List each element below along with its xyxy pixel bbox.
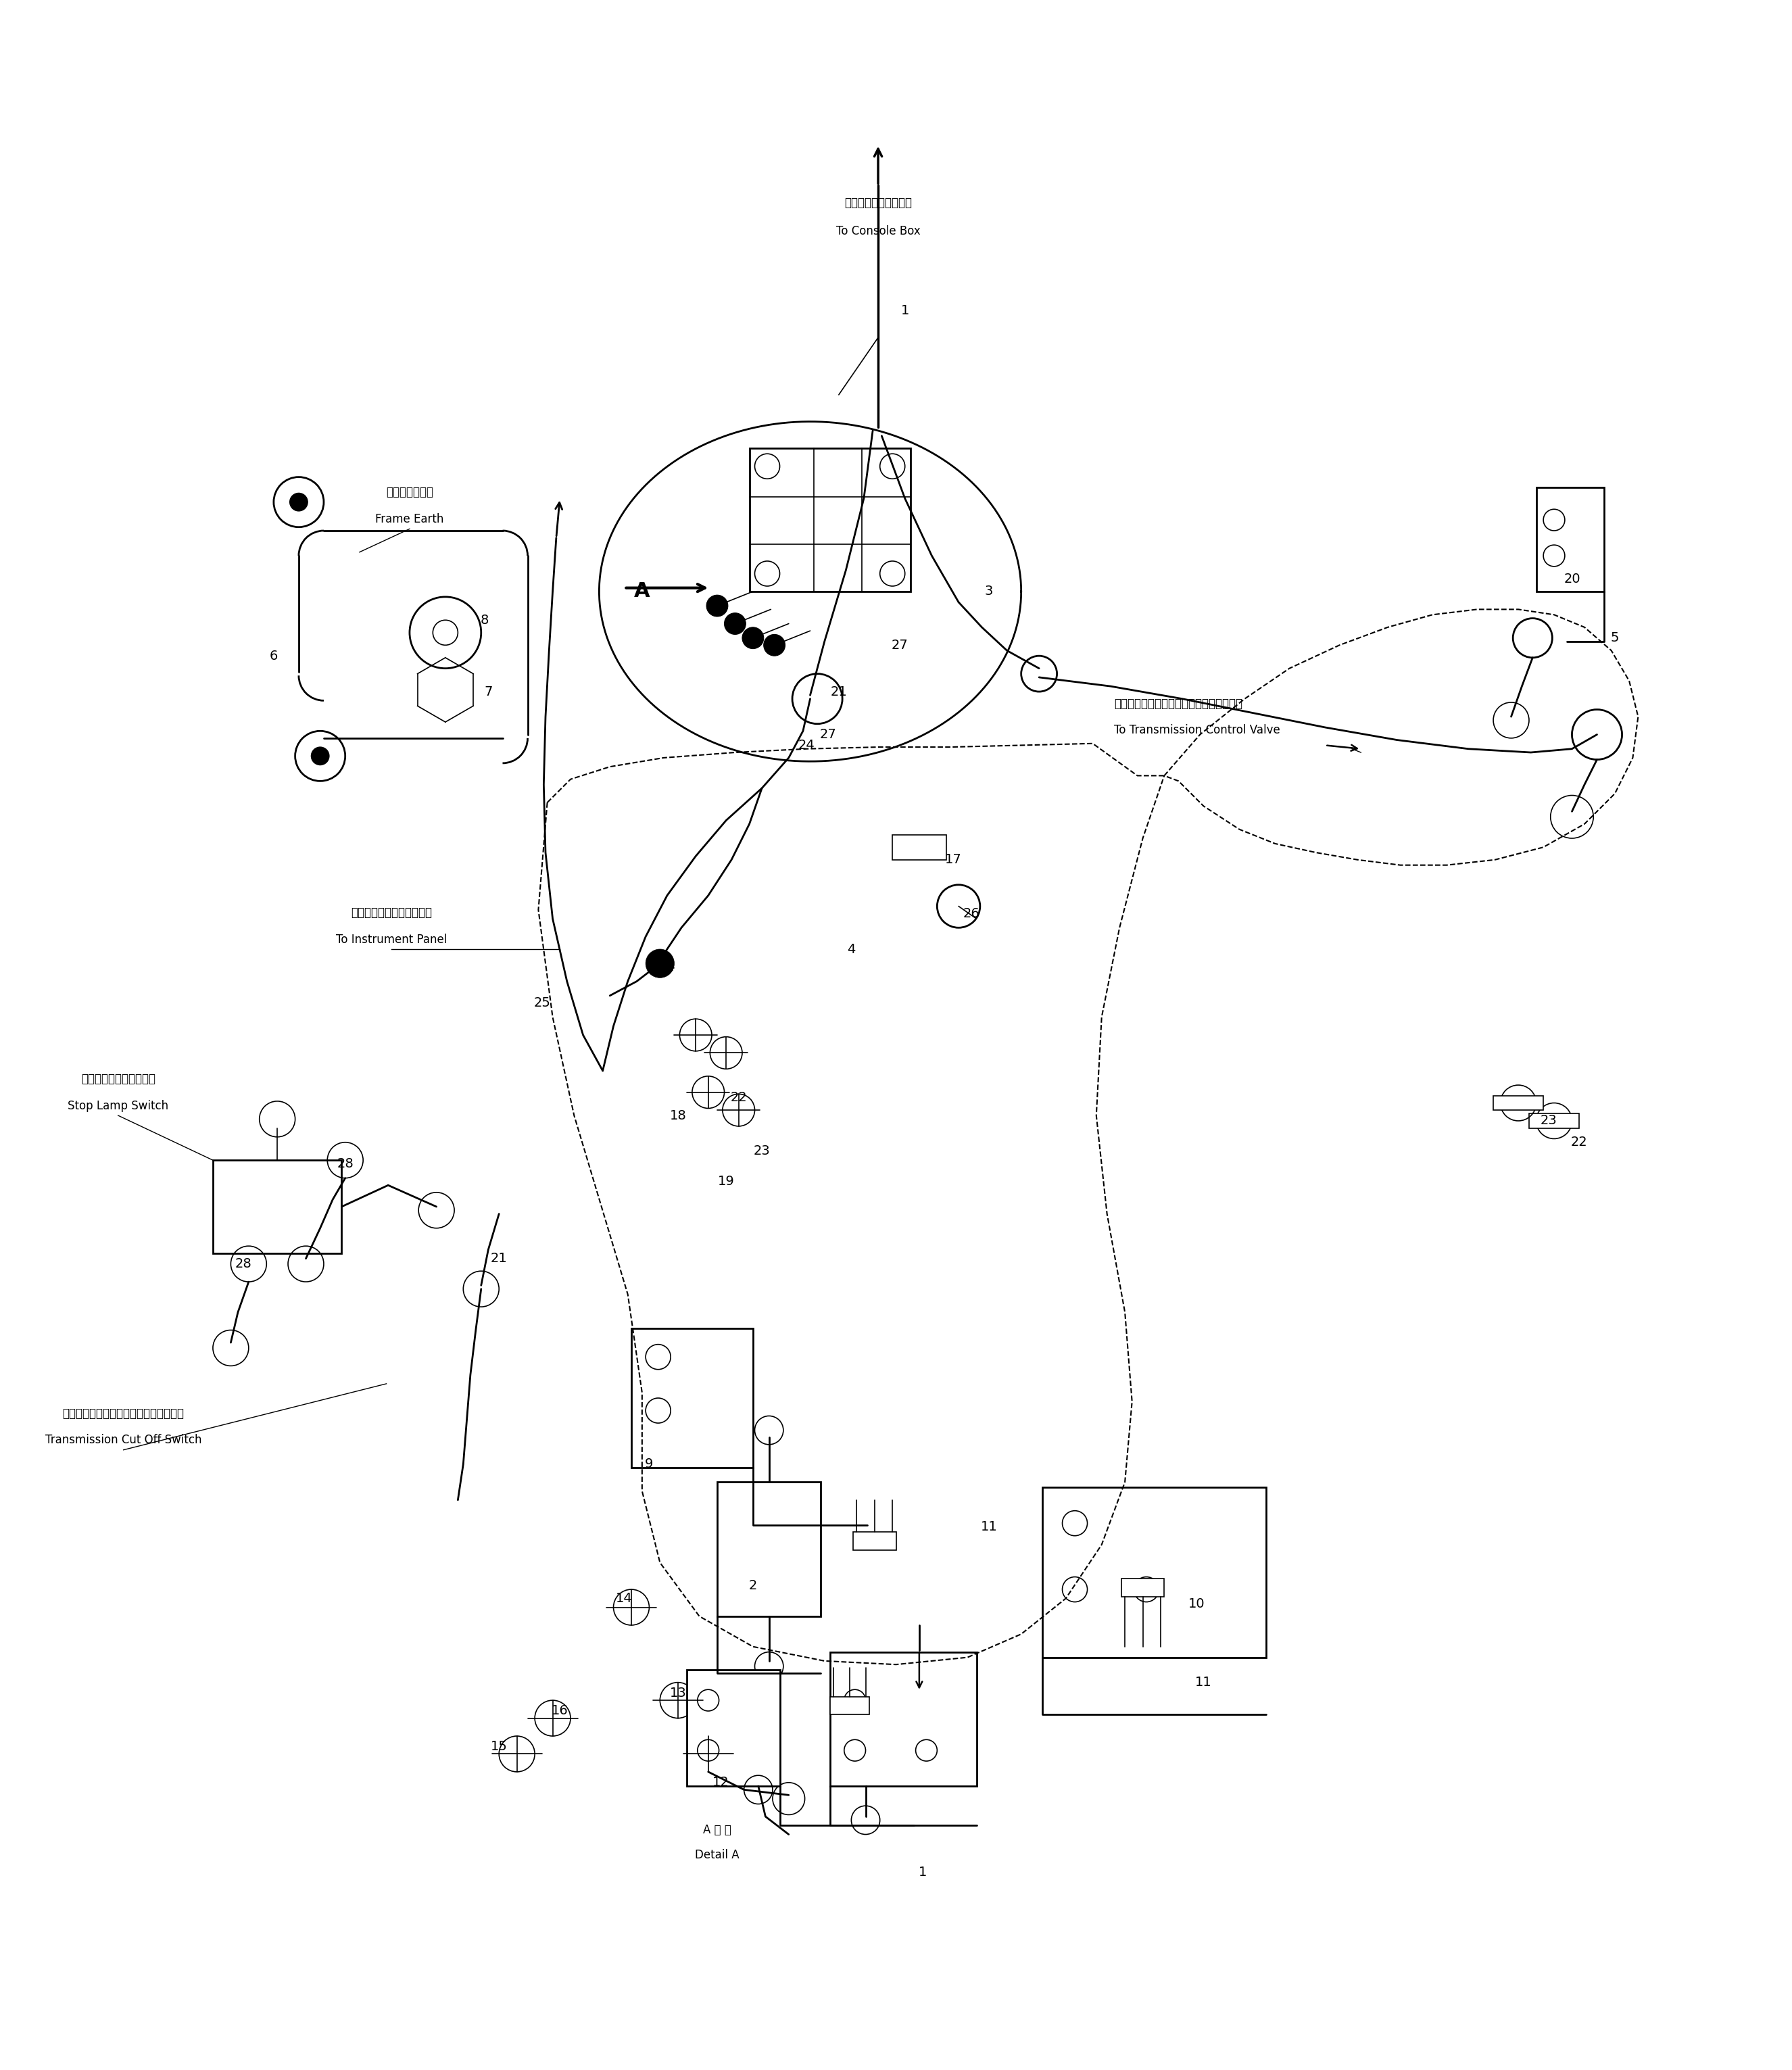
Bar [717,1482,821,1617]
Text: 10: 10 [1188,1598,1204,1610]
Bar [631,1329,753,1468]
Bar [830,1652,977,1786]
Text: 28: 28 [337,1157,353,1170]
Text: Frame Earth: Frame Earth [375,513,444,526]
Bar [1529,1114,1579,1128]
Text: トランスミッションカットオフスイッチ: トランスミッションカットオフスイッチ [63,1408,185,1420]
Text: 21: 21 [491,1252,507,1265]
Text: 24: 24 [659,960,676,973]
Text: 24: 24 [797,739,815,751]
Bar [1122,1579,1165,1596]
Text: 23: 23 [753,1145,771,1157]
Text: 8: 8 [480,613,489,627]
Text: 23: 23 [1541,1114,1557,1128]
Text: 27: 27 [819,729,837,741]
Bar [892,834,946,859]
Text: フレームアース: フレームアース [385,486,434,499]
Text: 15: 15 [491,1741,507,1753]
Text: A: A [634,582,650,600]
Text: Detail A: Detail A [695,1849,740,1861]
Bar [853,1532,896,1550]
Text: 20: 20 [1564,573,1581,586]
Bar [1043,1488,1267,1658]
Text: トランスミッションコントロールバルブへ: トランスミッションコントロールバルブへ [1115,698,1242,710]
Circle shape [645,950,674,977]
Text: 11: 11 [980,1519,998,1534]
Text: 17: 17 [944,853,962,865]
Text: 25: 25 [534,996,550,1010]
Text: 28: 28 [235,1256,251,1271]
Text: ストップランプスイッチ: ストップランプスイッチ [81,1072,156,1085]
Text: To Transmission Control Valve: To Transmission Control Valve [1115,725,1279,737]
Text: 22: 22 [731,1091,747,1103]
Text: 4: 4 [848,942,855,956]
Bar [1536,489,1604,592]
Text: 5: 5 [1611,631,1620,644]
Bar [749,449,910,592]
Text: Stop Lamp Switch: Stop Lamp Switch [68,1099,168,1112]
Bar [830,1697,869,1714]
Text: 6: 6 [269,650,278,662]
Text: 19: 19 [719,1176,735,1188]
Circle shape [290,493,308,511]
Text: To Instrument Panel: To Instrument Panel [337,934,448,946]
Circle shape [763,633,785,656]
Bar [213,1159,342,1252]
Bar [686,1670,780,1786]
Text: 14: 14 [616,1592,633,1604]
Text: 7: 7 [484,685,493,698]
Text: 11: 11 [1195,1677,1211,1689]
Text: コンソールボックスへ: コンソールボックスへ [844,197,912,209]
Text: 16: 16 [552,1704,568,1718]
Text: 21: 21 [830,685,848,698]
Text: 1: 1 [919,1865,926,1877]
Text: A 詳 細: A 詳 細 [702,1824,731,1836]
Circle shape [706,594,728,617]
Bar [1493,1095,1543,1110]
Text: 22: 22 [1572,1136,1588,1149]
Text: 1: 1 [901,304,909,317]
Text: 12: 12 [713,1776,729,1788]
Circle shape [742,627,763,648]
Text: 18: 18 [670,1110,686,1122]
Circle shape [724,613,745,633]
Text: 13: 13 [670,1687,686,1699]
Text: Transmission Cut Off Switch: Transmission Cut Off Switch [45,1435,202,1447]
Text: 3: 3 [986,586,993,598]
Text: 26: 26 [962,907,980,919]
Text: 27: 27 [891,640,909,652]
Text: To Console Box: To Console Box [835,226,921,238]
Circle shape [312,747,330,766]
Text: インスツルメントパネルへ: インスツルメントパネルへ [351,907,432,919]
Text: 9: 9 [645,1457,654,1470]
Text: 2: 2 [749,1579,758,1592]
